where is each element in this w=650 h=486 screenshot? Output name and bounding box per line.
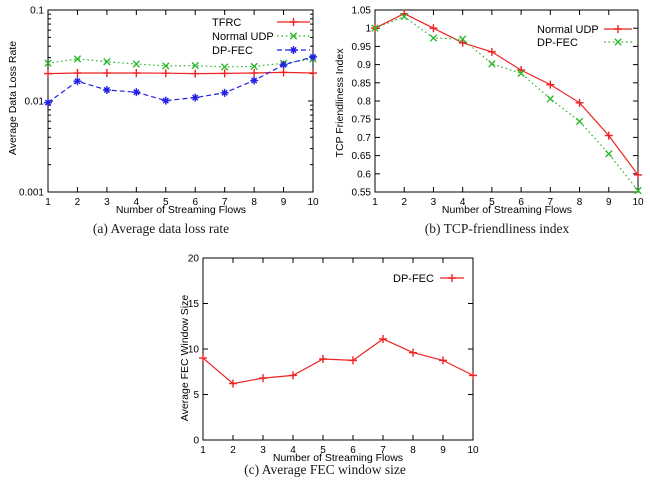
chart-b-canvas: 1 2 3 4 5 6 7 8 9 10 1.05 1 0.95 0.9 0.85 0.8 0.75 0.7 0.6… bbox=[352, 6, 644, 209]
x-tick-label: 7 bbox=[548, 197, 554, 208]
series-dp-fec-line bbox=[47, 56, 314, 104]
chart-b-ylabel: TCP Friendliness Index bbox=[334, 48, 346, 158]
x-tick-label: 1 bbox=[45, 197, 51, 208]
series-dp-fec-line bbox=[374, 15, 639, 191]
y-tick-label: 0.7 bbox=[357, 133, 371, 144]
y-tick-label: 0.95 bbox=[352, 42, 372, 53]
x-tick-label: 5 bbox=[489, 197, 495, 208]
x-tick-label: 3 bbox=[260, 445, 266, 456]
plot-border bbox=[374, 9, 639, 193]
x-tick-label: 10 bbox=[467, 445, 479, 456]
legend-sample-marker-tfrc bbox=[289, 18, 298, 26]
legend-sample-marker-normal-udp bbox=[614, 25, 622, 33]
x-tick-label: 9 bbox=[440, 445, 446, 456]
y-tick-label: 1 bbox=[365, 24, 371, 35]
legend-label-dp-fec: DP-FEC bbox=[537, 37, 578, 49]
chart-a-ylabel: Average Data Loss Rate bbox=[7, 40, 19, 156]
y-tick-label: 1.05 bbox=[352, 6, 372, 17]
x-tick-label: 4 bbox=[460, 197, 466, 208]
legend-label-normal-udp: Normal UDP bbox=[537, 24, 599, 36]
y-tick-label: 0.85 bbox=[352, 78, 372, 89]
x-tick-label: 9 bbox=[606, 197, 612, 208]
chart-c-canvas: 1 2 3 4 5 6 7 8 9 10 0 5 10 15 20 DP-FEC bbox=[188, 254, 479, 457]
x-tick-label: 6 bbox=[350, 445, 356, 456]
x-tick-label: 8 bbox=[410, 445, 416, 456]
legend-label-dp-fec: DP-FEC bbox=[212, 45, 253, 57]
y-tick-label: 0.8 bbox=[357, 97, 371, 108]
chart-a-container: 1 2 3 4 5 6 7 8 9 10 0.1 0.01 0.001 TFRC Normal UDP DP-… bbox=[0, 0, 325, 245]
y-tick-label: 0.75 bbox=[352, 115, 372, 126]
series-normal-udp-markers bbox=[44, 55, 317, 71]
plot-border bbox=[202, 257, 474, 441]
x-tick-label: 2 bbox=[401, 197, 407, 208]
x-tick-label: 3 bbox=[104, 197, 110, 208]
chart-b-xlabel: Number of Streaming Flows bbox=[441, 204, 573, 216]
series-normal-udp-markers bbox=[371, 9, 642, 179]
y-tick-label: 0.55 bbox=[352, 188, 372, 199]
chart-c-ylabel: Average FEC Window Size bbox=[179, 294, 191, 422]
y-tick-label: 0.9 bbox=[357, 60, 371, 71]
x-tick-label: 4 bbox=[134, 197, 140, 208]
x-tick-label: 8 bbox=[251, 197, 257, 208]
x-tick-label: 2 bbox=[230, 445, 236, 456]
y-tick-label: 5 bbox=[193, 390, 199, 401]
series-normal-udp-line bbox=[374, 12, 639, 176]
y-tick-label: 0.001 bbox=[19, 188, 44, 199]
y-tick-label: 0.1 bbox=[30, 6, 44, 17]
chart-a-xlabel: Number of Streaming Flows bbox=[115, 204, 247, 216]
x-tick-label: 2 bbox=[75, 197, 81, 208]
legend-sample-marker-dp-fec bbox=[289, 46, 298, 54]
x-tick-label: 8 bbox=[577, 197, 583, 208]
y-tick-label: 15 bbox=[188, 299, 200, 310]
x-tick-label: 7 bbox=[222, 197, 228, 208]
chart-c-xlabel: Number of Streaming Flows bbox=[272, 452, 404, 464]
x-tick-label: 5 bbox=[320, 445, 326, 456]
chart-b-caption: (b) TCP-friendliness index bbox=[424, 221, 570, 236]
x-tick-label: 7 bbox=[380, 445, 386, 456]
x-tick-label: 10 bbox=[632, 197, 644, 208]
x-tick-label: 6 bbox=[192, 197, 198, 208]
y-tick-label: 10 bbox=[188, 345, 200, 356]
series-dp-fec-line bbox=[202, 338, 474, 385]
legend-sample-marker-normal-udp bbox=[289, 32, 298, 40]
y-tick-label: 0.65 bbox=[352, 151, 372, 162]
chart-b-container: 1 2 3 4 5 6 7 8 9 10 1.05 1 0.95 0.9 0.85 0.8 0.75 0.7 0.6… bbox=[325, 0, 650, 245]
legend-sample-marker-dp-fec bbox=[448, 274, 456, 282]
chart-c-container: 1 2 3 4 5 6 7 8 9 10 0 5 10 15 20 DP-FEC Average FEC Wi… bbox=[160, 248, 490, 486]
legend-label-tfrc: TFRC bbox=[212, 17, 241, 29]
y-tick-label: 20 bbox=[188, 254, 200, 265]
series-dp-fec-markers bbox=[44, 52, 317, 107]
y-tick-label: 0 bbox=[193, 436, 199, 447]
x-tick-label: 1 bbox=[372, 197, 378, 208]
x-tick-label: 1 bbox=[200, 445, 206, 456]
x-tick-label: 5 bbox=[163, 197, 169, 208]
series-dp-fec-markers bbox=[199, 334, 477, 388]
chart-a-caption: (a) Average data loss rate bbox=[92, 221, 230, 236]
x-tick-label: 10 bbox=[307, 197, 319, 208]
y-tick-label: 0.01 bbox=[25, 97, 45, 108]
x-tick-label: 6 bbox=[518, 197, 524, 208]
series-tfrc-line bbox=[47, 71, 314, 75]
legend-sample-marker-dp-fec bbox=[614, 38, 622, 46]
x-tick-label: 9 bbox=[281, 197, 287, 208]
chart-c-caption: (c) Average FEC window size bbox=[244, 462, 406, 477]
legend-label-normal-udp: Normal UDP bbox=[212, 31, 274, 43]
x-tick-label: 3 bbox=[431, 197, 437, 208]
series-normal-udp-line bbox=[47, 58, 314, 68]
series-tfrc-markers bbox=[44, 68, 317, 78]
chart-a-canvas: 1 2 3 4 5 6 7 8 9 10 0.1 0.01 0.001 TFRC Normal UDP DP-… bbox=[19, 6, 319, 209]
legend-label-dp-fec: DP-FEC bbox=[393, 273, 434, 285]
series-dp-fec-markers bbox=[371, 12, 642, 195]
x-tick-label: 4 bbox=[290, 445, 296, 456]
y-tick-label: 0.6 bbox=[357, 169, 371, 180]
